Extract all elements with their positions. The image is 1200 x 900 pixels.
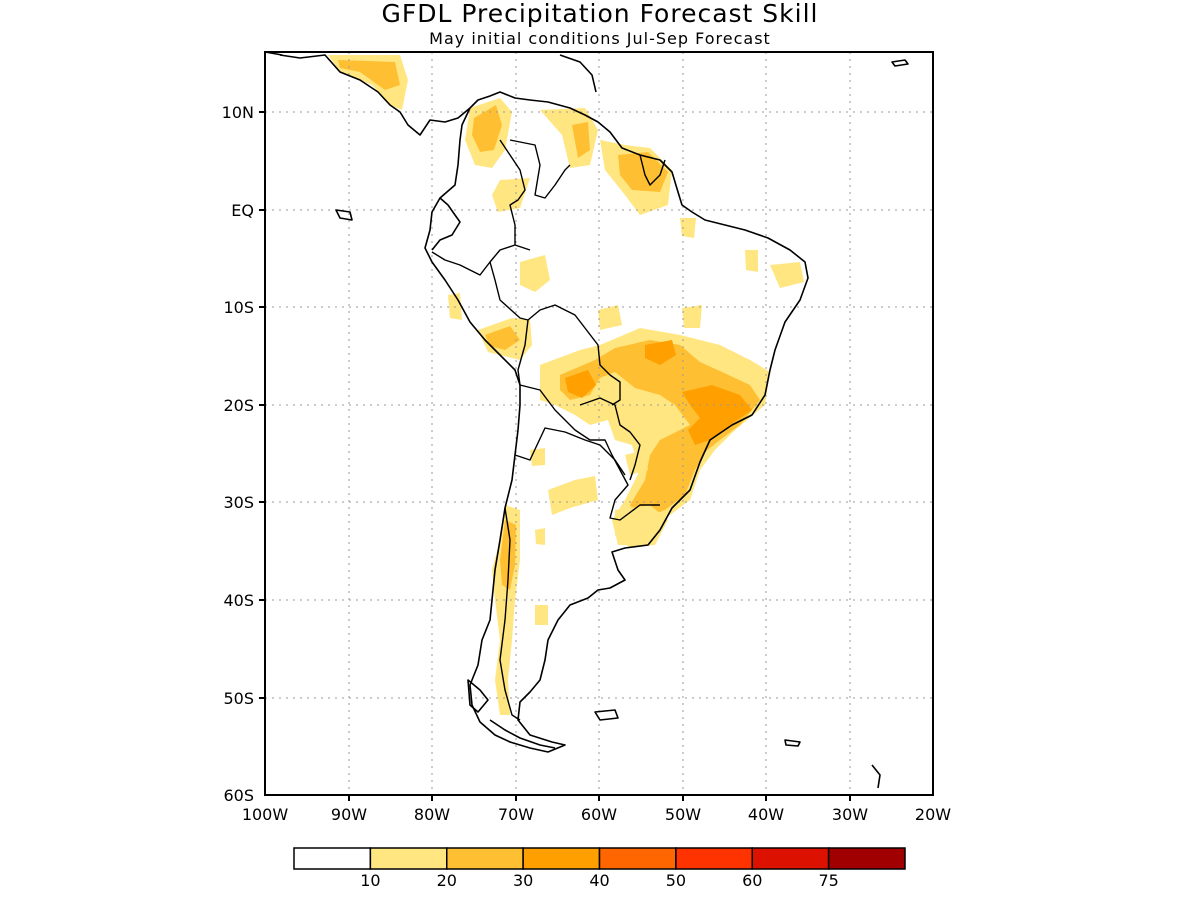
lat-axis: 10N EQ 10S 20S 30S 40S 50S 60S xyxy=(222,103,265,805)
lon-tick-label: 100W xyxy=(242,805,289,824)
lat-tick-label: 60S xyxy=(223,786,254,805)
colorbar-label: 75 xyxy=(818,871,838,890)
skill-shading xyxy=(328,55,804,715)
colorbar-swatch xyxy=(293,847,372,870)
colorbar-label: 60 xyxy=(742,871,762,890)
colorbar-swatch xyxy=(827,847,906,870)
lat-tick-label: 30S xyxy=(223,493,254,512)
lon-tick-label: 90W xyxy=(331,805,367,824)
lat-tick-label: 10S xyxy=(223,298,254,317)
colorbar-swatch xyxy=(675,847,753,870)
lat-tick-label: 40S xyxy=(223,591,254,610)
lat-tick-label: 20S xyxy=(223,396,254,415)
lon-tick-label: 40W xyxy=(748,805,784,824)
map-subtitle: May initial conditions Jul-Sep Forecast xyxy=(429,29,771,48)
lon-tick-label: 80W xyxy=(414,805,450,824)
lon-tick-label: 50W xyxy=(665,805,701,824)
colorbar-label: 50 xyxy=(666,871,686,890)
lon-tick-label: 20W xyxy=(915,805,951,824)
lat-tick-label: 10N xyxy=(222,103,254,122)
lon-tick-label: 30W xyxy=(832,805,868,824)
colorbar-label: 10 xyxy=(360,871,380,890)
colorbar: 10 20 30 40 50 60 75 xyxy=(293,847,906,890)
lon-tick-label: 70W xyxy=(498,805,534,824)
map-title: GFDL Precipitation Forecast Skill xyxy=(381,0,818,28)
lat-tick-label: 50S xyxy=(223,689,254,708)
colorbar-label: 40 xyxy=(589,871,609,890)
lat-tick-label: EQ xyxy=(231,201,254,220)
gridlines xyxy=(265,52,933,795)
colorbar-label: 30 xyxy=(513,871,533,890)
colorbar-swatch xyxy=(751,847,830,870)
colorbar-swatch xyxy=(369,847,448,870)
country-borders xyxy=(431,139,666,721)
colorbar-swatch xyxy=(598,847,677,870)
colorbar-label: 20 xyxy=(437,871,457,890)
coastlines xyxy=(265,52,909,789)
lon-tick-label: 60W xyxy=(581,805,617,824)
colorbar-swatch xyxy=(522,847,601,870)
map-area xyxy=(265,52,933,795)
colorbar-swatch xyxy=(446,847,524,870)
lon-axis: 100W 90W 80W 70W 60W 50W 40W 30W 20W xyxy=(242,795,951,824)
